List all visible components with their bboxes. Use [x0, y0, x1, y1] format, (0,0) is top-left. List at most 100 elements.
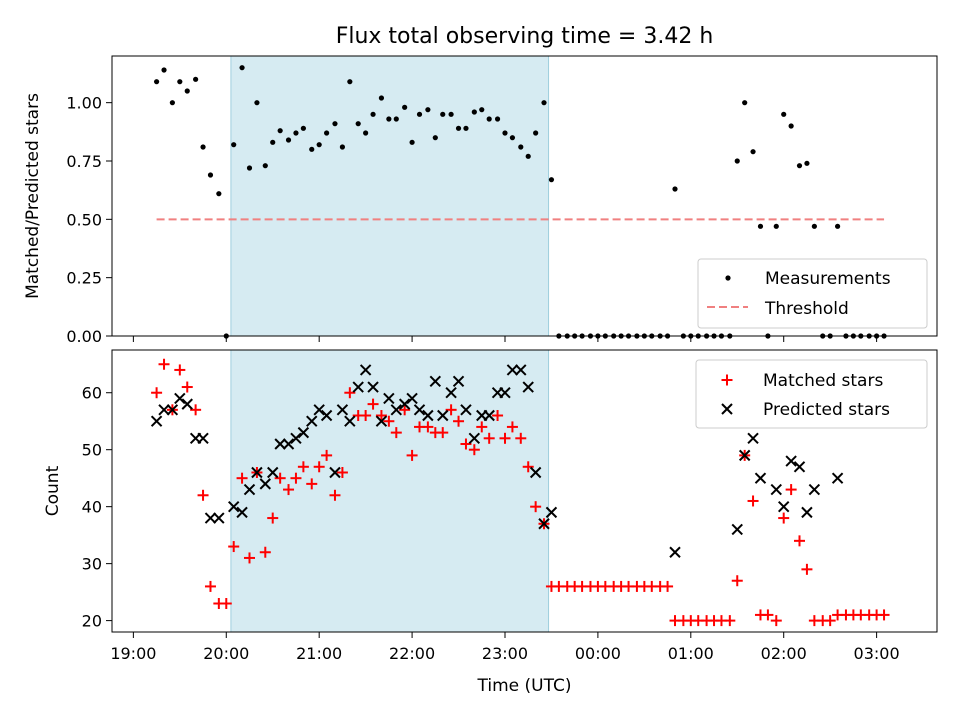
measurement-point — [402, 104, 408, 110]
ratio-y-tick-label: 0.75 — [66, 152, 102, 171]
measurement-point — [471, 109, 477, 115]
matched-star-point — [259, 546, 271, 558]
matched-star-point — [383, 415, 395, 427]
matched-star-point — [530, 501, 542, 513]
measurement-point — [332, 121, 338, 127]
predicted-star-point — [770, 483, 782, 496]
legend-matched-marker — [721, 374, 733, 386]
observing-window-bottom — [230, 349, 550, 633]
predicted-star-point — [422, 409, 434, 422]
measurement-point — [455, 125, 462, 131]
measurement-point — [533, 130, 539, 136]
measurement-point — [153, 79, 160, 85]
measurement-point — [509, 135, 516, 141]
count-legend-box — [695, 359, 928, 429]
ratio-x-ticks — [132, 336, 878, 342]
matched-star-point — [283, 484, 295, 496]
predicted-star-point — [344, 415, 356, 427]
measurement-point — [207, 172, 214, 178]
predicted-star-point — [383, 392, 395, 405]
time-x-tick-label: 22:00 — [389, 644, 435, 663]
predicted-star-point — [437, 409, 449, 422]
measurement-point — [363, 130, 369, 136]
predicted-star-point — [158, 404, 170, 416]
count-panel: 20 30 40 50 60 19:00 20:00 21:00 22:00 23:00 00:0… — [43, 349, 938, 696]
matched-star-point — [762, 609, 774, 621]
time-x-tick-label: 19:00 — [110, 644, 156, 663]
predicted-star-point — [754, 472, 767, 484]
predicted-star-point — [174, 392, 186, 405]
matched-star-point — [406, 449, 418, 461]
measurement-point — [672, 186, 678, 192]
ratio-y-tick-label: 0.25 — [66, 269, 102, 288]
predicted-star-point — [429, 375, 442, 388]
legend-measurements-label: Measurements — [765, 269, 891, 289]
matched-star-point — [344, 387, 356, 399]
predicted-star-point — [367, 381, 379, 393]
measurement-point — [393, 116, 399, 122]
measurement-point — [773, 223, 779, 229]
predicted-star-point — [515, 364, 527, 376]
measurement-point — [193, 76, 199, 82]
ratio-y-label: Matched/Predicted stars — [23, 93, 43, 299]
matched-star-point — [197, 489, 209, 501]
predicted-star-point — [297, 426, 310, 439]
ratio-panel: 0.00 0.25 0.50 0.75 1.00 Flux total observin… — [23, 24, 938, 346]
predicted-star-point — [336, 404, 349, 416]
matched-star-point — [267, 512, 279, 524]
matched-star-point — [468, 444, 480, 456]
matched-star-point — [321, 449, 333, 461]
matched-star-point — [492, 410, 504, 422]
predicted-star-point — [545, 506, 558, 519]
matched-star-point — [306, 478, 318, 490]
matched-star-point — [878, 609, 890, 621]
measurement-point — [216, 191, 222, 197]
measurement-point — [239, 65, 245, 71]
measurement-point — [339, 144, 346, 150]
predicted-star-point — [483, 409, 495, 422]
time-x-tick-label: 03:00 — [854, 644, 900, 663]
legend-threshold-label: Threshold — [764, 299, 849, 319]
matched-star-point — [360, 410, 372, 422]
measurement-point — [486, 116, 492, 122]
count-legend: Matched stars Predicted stars — [695, 359, 928, 429]
legend-plus-glyph — [721, 374, 733, 386]
measurement-point — [432, 135, 438, 141]
legend-x-glyph — [721, 403, 733, 415]
count-y-axis: 20 30 40 50 60 — [82, 384, 112, 631]
predicted-star-point — [413, 404, 426, 416]
measurement-point — [834, 223, 841, 229]
measurement-point — [277, 128, 283, 134]
predicted-star-point — [529, 466, 542, 479]
measurement-point — [378, 95, 385, 101]
matched-star-point — [662, 580, 674, 592]
legend-predicted-marker — [721, 403, 733, 415]
ratio-y-tick-label: 1.00 — [66, 94, 102, 113]
predicted-star-point — [538, 518, 550, 530]
measurement-point — [757, 223, 764, 229]
matched-star-point — [313, 461, 325, 473]
measurement-point — [750, 149, 756, 155]
predicted-star-point — [150, 415, 163, 427]
matched-star-point — [204, 580, 216, 592]
measurement-point — [796, 163, 803, 169]
matched-star-point — [220, 598, 232, 610]
time-x-tick-label: 02:00 — [761, 644, 807, 663]
predicted-star-point — [267, 466, 279, 479]
measurement-point — [440, 111, 446, 117]
predicted-star-point — [738, 449, 751, 462]
matched-star-point — [336, 466, 348, 478]
measurement-point — [386, 116, 392, 122]
measurement-point — [788, 123, 794, 129]
measurement-point — [177, 79, 183, 85]
matched-star-point — [483, 432, 495, 444]
matched-star-point — [274, 472, 286, 484]
predicted-star-point — [236, 506, 248, 519]
predicted-star-point — [213, 512, 225, 524]
measurement-point — [316, 142, 322, 148]
predicted-star-point — [197, 432, 209, 445]
measurement-point — [742, 100, 748, 106]
predicted-star-point — [506, 364, 519, 376]
measurement-point — [548, 177, 555, 183]
